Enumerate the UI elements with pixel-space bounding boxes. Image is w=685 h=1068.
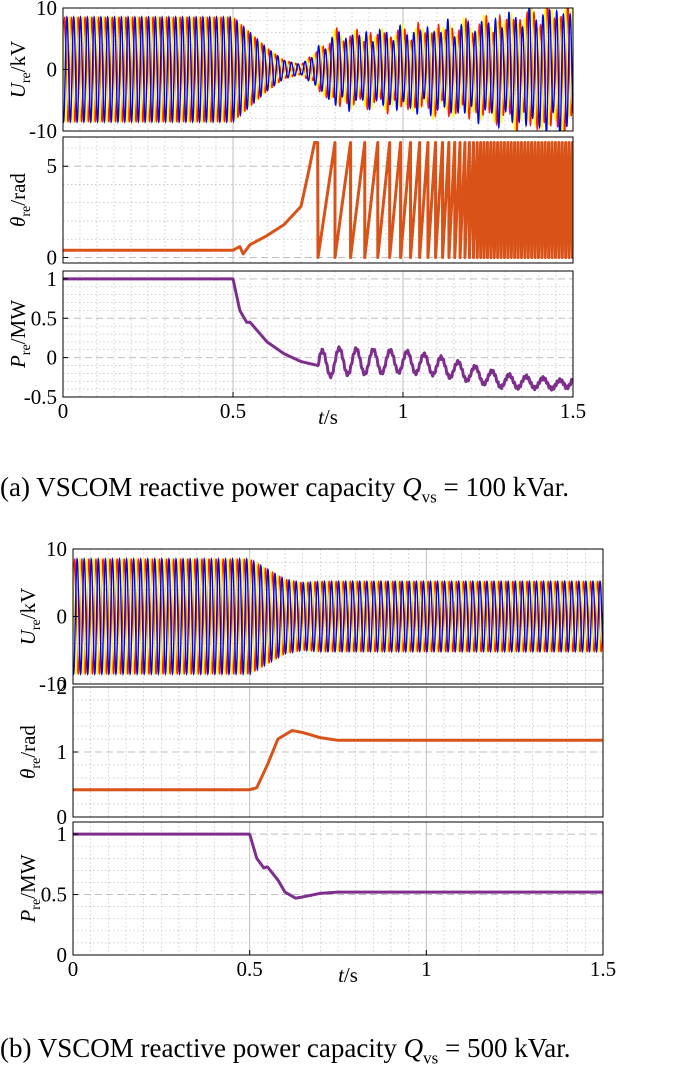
fig-b-power-ylabel-symbol: P [16, 910, 40, 924]
fig-a-voltage-series-phase-c [63, 8, 573, 131]
fig-b-power-ytick-label: 0.5 [41, 883, 67, 907]
fig-b-voltage-panel: -10 0 10 Ure/kV [16, 537, 604, 696]
fig-a-angle-panel: 0 5 θre/rad [6, 136, 574, 270]
fig-a-power-ytick-label: 1 [47, 267, 58, 291]
fig-a-power-series-group [63, 277, 573, 392]
fig-b-power-series-line [73, 832, 603, 900]
fig-a-power-ylabel: Pre/MW [6, 300, 34, 369]
fig-b-angle-panel: 0 1 2 θre/rad [16, 675, 604, 829]
fig-b-voltage-ytick-label: 10 [46, 537, 67, 561]
fig-a-angle-ytick-label: 0 [47, 246, 58, 270]
fig-a-power-xlabel-unit: /s [324, 405, 338, 429]
fig-a-voltage-ylabel: Ure/kV [6, 41, 34, 99]
fig-b-power-grid [73, 822, 603, 955]
fig-a-voltage-ytick-label: -10 [29, 119, 57, 143]
fig-a-voltage-ylabel-subscript: re [19, 72, 34, 83]
fig-a-power-xtick-label: 1.5 [560, 399, 586, 423]
caption-b-suffix: = 500 kVar. [438, 1033, 571, 1063]
fig-a-voltage-panel: -10 0 10 Ure/kV [6, 0, 574, 143]
fig-a-power-xtick-label: 0.5 [220, 399, 246, 423]
fig-b-power-xtick-label: 0.5 [237, 957, 263, 981]
fig-b-voltage-ylabel-symbol: U [16, 628, 40, 645]
fig-b-power-xtick-label: 1.5 [590, 957, 616, 981]
fig-a-power-ylabel-symbol: P [6, 355, 30, 369]
fig-b-power-xlabel: t/s [338, 963, 358, 987]
fig-a-power-ylabel-subscript: re [19, 344, 34, 355]
fig-b-angle-ylabel-unit: /rad [16, 725, 40, 758]
fig-b-angle-ytick-label: 2 [57, 675, 68, 699]
fig-a-angle-ylabel: θre/rad [6, 173, 34, 227]
fig-b-voltage-ylabel: Ure/kV [16, 588, 44, 646]
fig-a-voltage-ylabel-symbol: U [6, 81, 30, 98]
fig-b-angle-ytick-label: 0 [57, 805, 68, 829]
fig-b-power-ytick-label: 0 [57, 943, 68, 967]
fig-b-power-series-group [73, 832, 603, 900]
fig-a-power-ytick-label: 0 [47, 346, 58, 370]
fig-b-power-xlabel-symbol: t [338, 963, 345, 987]
fig-a-voltage-ytick-label: 0 [47, 58, 58, 82]
fig-b-angle-grid [73, 687, 603, 817]
fig-b-voltage-series-group [73, 557, 603, 676]
fig-b-voltage-ylabel-unit: /kV [16, 588, 40, 620]
fig-b-voltage-series-phase-c [73, 557, 603, 676]
caption-a: (a) VSCOM reactive power capacity Qvs = … [0, 472, 685, 507]
fig-b-angle-series-group [73, 729, 603, 792]
fig-a-voltage-ylabel-unit: /kV [6, 41, 30, 73]
fig-a-power-axes-frame [62, 270, 574, 398]
fig-b-voltage-ytick-label: -10 [39, 672, 67, 696]
fig-a-power-grid [63, 271, 573, 397]
fig-a-angle-ylabel-subscript: re [19, 206, 34, 217]
caption-b-symbol: Q [403, 1033, 424, 1063]
fig-a-power-xlabel-symbol: t [318, 405, 325, 429]
fig-b-angle-ylabel: θre/rad [16, 725, 44, 779]
fig-a-angle-series-line [63, 140, 573, 260]
fig-b-power-ylabel-subscript: re [29, 899, 44, 910]
caption-a-prefix: (a) VSCOM reactive power capacity [0, 472, 403, 502]
fig-a-angle-ylabel-unit: /rad [6, 173, 30, 206]
fig-a-angle-ylabel-symbol: θ [6, 217, 30, 227]
fig-a-power-series-line [63, 277, 573, 392]
fig-b-power-axes-frame [72, 821, 604, 956]
fig-b-voltage-series-phase-b [73, 557, 603, 676]
fig-b-power-ylabel: Pre/MW [16, 854, 44, 923]
fig-b-power-ytick-label: 1 [57, 822, 68, 846]
fig-a-power-ytick-label: 0.5 [31, 306, 57, 330]
fig-a-angle-axes-frame [62, 136, 574, 264]
fig-b-power-panel: 0 0.5 1 0 0.5 1 1.5 Pre/MW t/s [16, 821, 616, 987]
fig-b-voltage-series-phase-a [73, 558, 603, 675]
fig-a-voltage-series-phase-a [63, 8, 573, 131]
caption-b: (b) VSCOM reactive power capacity Qvs = … [0, 1033, 685, 1068]
fig-b-voltage-ylabel-subscript: re [29, 619, 44, 630]
fig-a-voltage-series-phase-b [63, 8, 573, 131]
caption-b-prefix: (b) VSCOM reactive power capacity [0, 1033, 404, 1063]
fig-b-angle-ylabel-subscript: re [29, 758, 44, 769]
caption-a-symbol: Q [402, 472, 422, 502]
fig-b-power-xtick-label: 0 [68, 957, 79, 981]
fig-a-power-ylabel-unit: /MW [6, 300, 30, 345]
caption-a-subscript: vs [421, 487, 437, 507]
fig-b-power-xtick-label: 1 [421, 957, 432, 981]
fig-a-power-xlabel: t/s [318, 405, 338, 429]
fig-a-voltage-ytick-label: 10 [36, 0, 57, 20]
fig-b-power-xlabel-unit: /s [344, 963, 358, 987]
fig-b-angle-ytick-label: 1 [57, 740, 68, 764]
fig-a-power-xtick-label: 1 [398, 399, 409, 423]
fig-b-voltage-ytick-label: 0 [57, 605, 68, 629]
fig-a-angle-series-group [63, 140, 573, 260]
fig-a-voltage-series-group [63, 8, 573, 131]
fig-a-power-ytick-label: -0.5 [24, 385, 57, 409]
fig-b-angle-series-line [73, 729, 603, 792]
fig-a-power-xtick-label: 0 [58, 399, 69, 423]
fig-a-angle-ytick-label: 5 [47, 154, 58, 178]
caption-a-suffix: = 100 kVar. [436, 472, 569, 502]
fig-b-angle-ylabel-symbol: θ [16, 769, 40, 779]
caption-b-subscript: vs [423, 1048, 439, 1068]
fig-b-power-ylabel-unit: /MW [16, 854, 40, 899]
